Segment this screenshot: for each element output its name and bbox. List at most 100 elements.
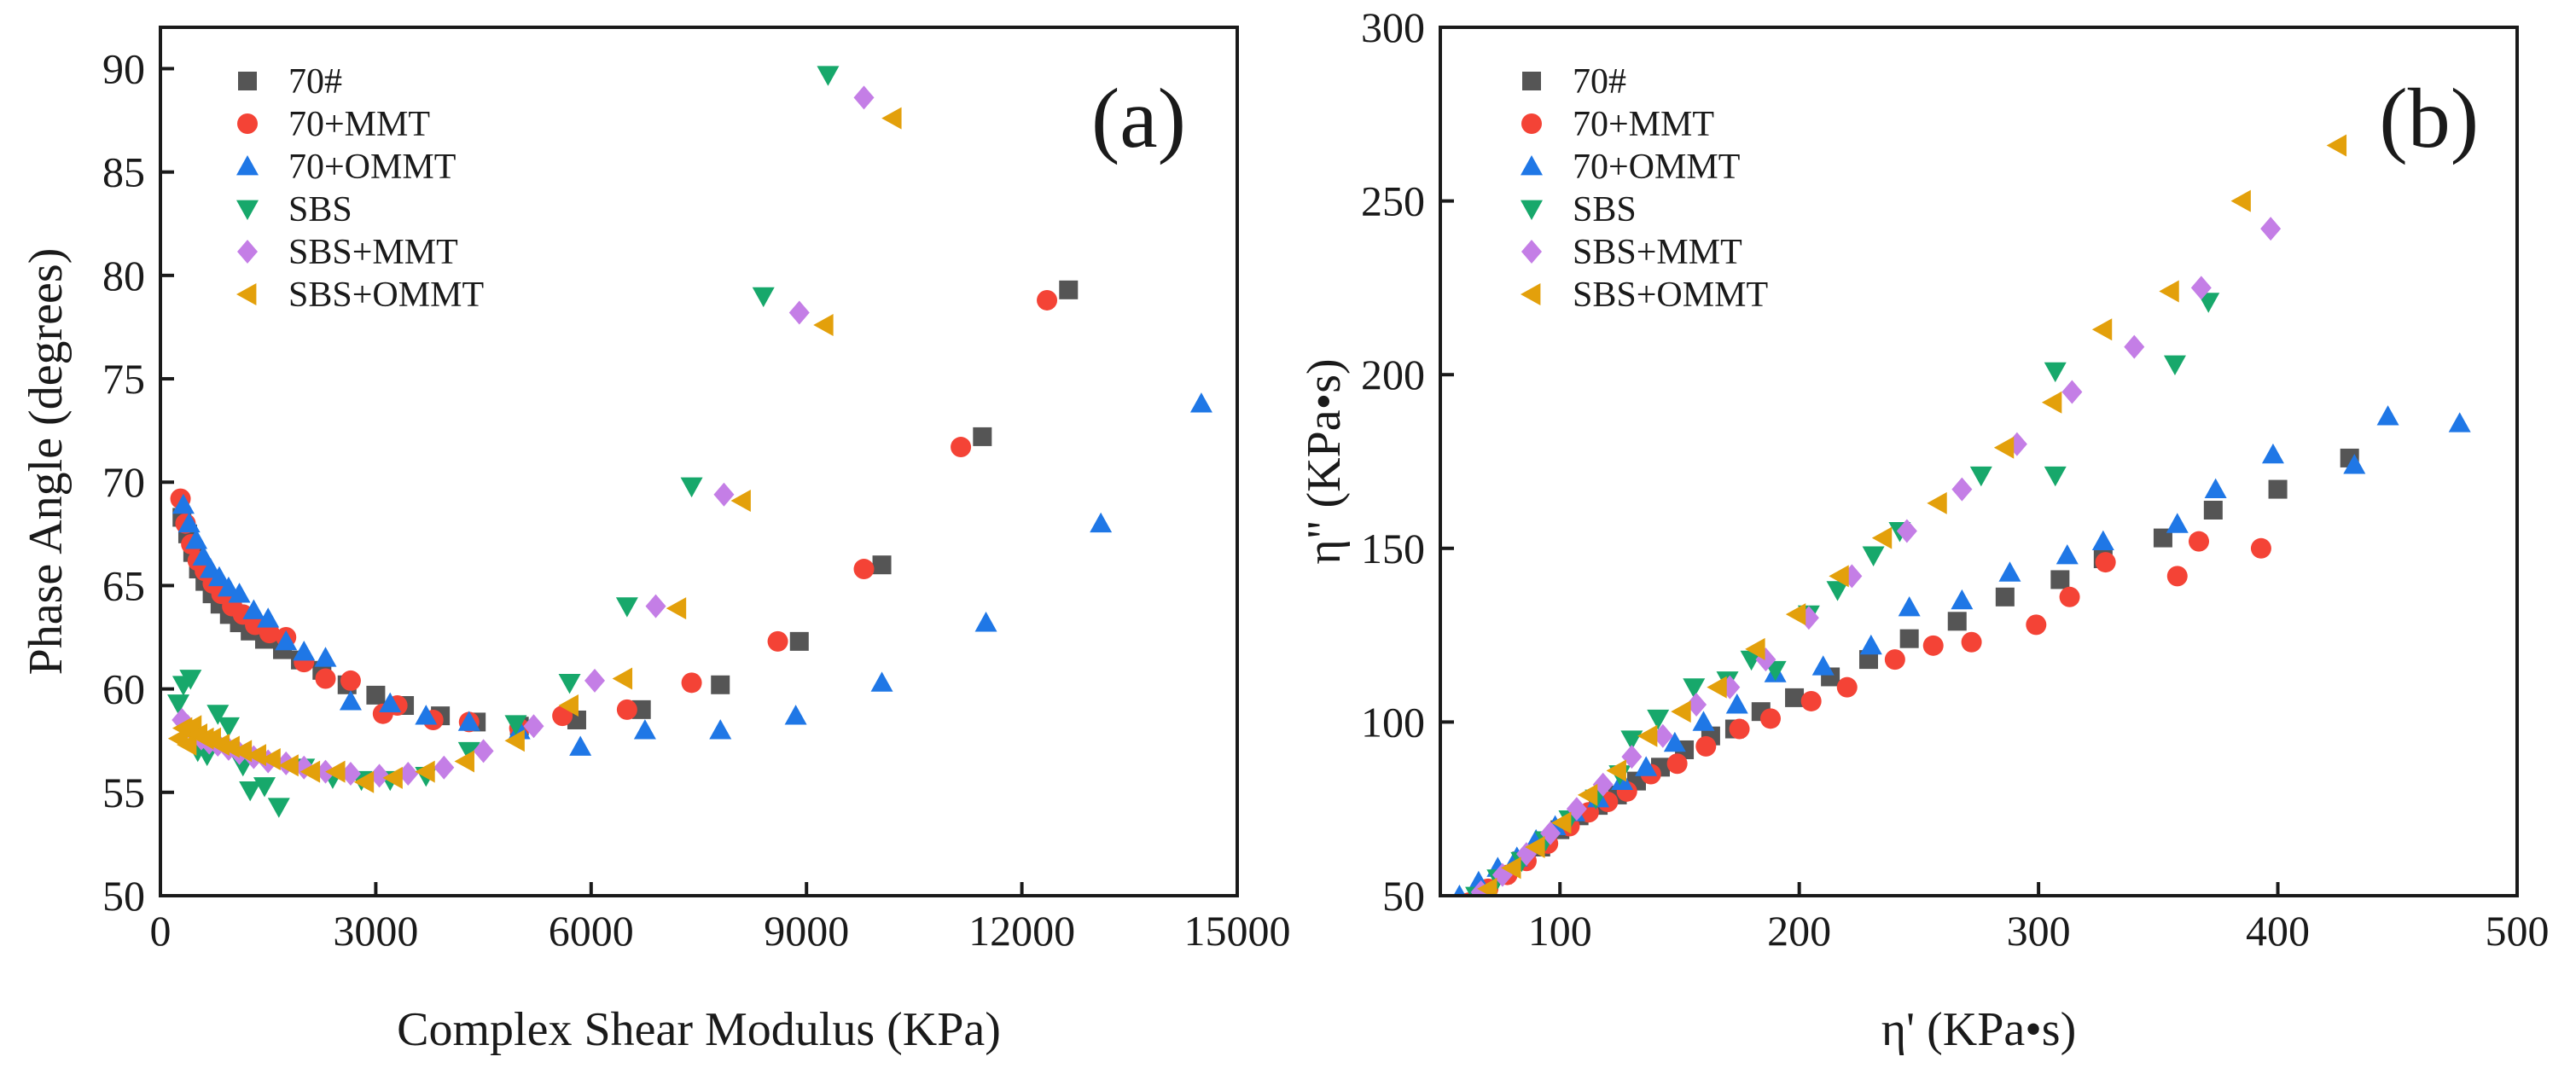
data-point-70-ommt (2204, 478, 2227, 498)
data-point-sbs-ommt (2326, 134, 2347, 157)
legend-label: SBS (1573, 190, 1637, 229)
y-tick-label: 50 (1382, 872, 1425, 920)
data-point-sbs-ommt (881, 107, 902, 130)
data-point-sbs (179, 670, 202, 690)
data-point-70-mmt (2250, 537, 2271, 559)
panel-b-x-axis-title: η' (KPa•s) (1881, 1003, 2077, 1056)
data-point-sbs (558, 673, 581, 694)
data-point-70-ommt (217, 576, 240, 597)
data-point-70-ommt (177, 512, 201, 533)
panel-a-frame (159, 26, 1239, 897)
data-point-70 (789, 631, 809, 651)
data-point-sbs-mmt (340, 761, 361, 786)
data-point-70-mmt (1666, 753, 1688, 775)
data-point-sbs-ommt (1525, 835, 1545, 858)
data-point-70-ommt (709, 719, 732, 740)
legend-label: SBS+MMT (288, 233, 458, 272)
data-point-70-ommt (2261, 443, 2284, 464)
panel-b-ticks: 100 200 300 400 500 50 100 150 200 250 300 (1361, 3, 2550, 955)
data-point-70 (2203, 501, 2223, 520)
legend-marker (236, 200, 259, 220)
y-tick-label: 70 (102, 458, 145, 506)
data-point-sbs-ommt (299, 760, 321, 783)
data-point-sbs-ommt (1745, 637, 1765, 660)
data-point-70-ommt (314, 647, 337, 667)
data-point-sbs-ommt (1671, 700, 1691, 723)
chart-panel-b: 100 200 300 400 500 50 100 150 200 250 300 (b) η' … (1298, 3, 2550, 1056)
data-point-sbs-ommt (325, 760, 346, 783)
x-tick-label: 200 (1767, 907, 1831, 955)
data-point-70-ommt (293, 640, 316, 661)
legend-marker (1521, 200, 1543, 220)
data-point-70-ommt (1811, 655, 1835, 676)
data-point-70-mmt (2095, 552, 2116, 573)
data-point-sbs-ommt (1577, 783, 1598, 806)
data-point-70 (1858, 650, 1878, 670)
y-tick-label: 50 (102, 872, 145, 920)
data-point-70-ommt (870, 671, 893, 692)
data-point-sbs (1969, 466, 1992, 487)
data-point-70-ommt (1692, 711, 1715, 731)
data-point-sbs-mmt (369, 763, 390, 788)
panel-b-y-axis-title: η" (KPa•s) (1298, 358, 1351, 564)
data-point-sbs-mmt (1896, 519, 1917, 543)
data-point-70-ommt (1725, 694, 1748, 714)
y-tick-label: 85 (102, 148, 145, 196)
data-point-sbs (267, 798, 290, 818)
data-point-sbs (1647, 709, 1670, 730)
panel-b-frame (1439, 26, 2519, 897)
data-point-70-ommt (185, 529, 208, 549)
data-point-sbs (1620, 730, 1643, 751)
data-point-70 (2050, 570, 2070, 589)
data-point-70-ommt (457, 711, 480, 731)
data-point-sbs-mmt (788, 300, 810, 325)
data-point-sbs (752, 287, 775, 308)
data-point-70 (1995, 587, 2015, 607)
data-point-70-mmt (1884, 649, 1905, 671)
data-point-70-mmt (2189, 531, 2210, 552)
data-point-sbs-ommt (730, 490, 751, 513)
x-tick-label: 300 (2007, 907, 2071, 955)
data-point-70 (1947, 612, 1967, 631)
data-point-sbs-mmt (584, 668, 606, 693)
legend-marker (236, 283, 257, 305)
data-point-sbs-mmt (2061, 380, 2083, 404)
data-point-70-ommt (192, 545, 215, 566)
x-tick-label: 6000 (549, 907, 634, 955)
data-point-sbs-mmt (398, 761, 419, 786)
legend-label: 70+OMMT (288, 148, 456, 187)
data-point-70-mmt (1695, 735, 1717, 757)
data-point-70 (631, 700, 651, 719)
legend-label: SBS+OMMT (288, 276, 484, 315)
data-point-sbs-ommt (504, 729, 525, 752)
data-point-70-ommt (242, 599, 265, 619)
data-point-sbs (817, 66, 840, 86)
data-point-70-ommt (257, 607, 280, 628)
data-point-70-ommt (1898, 596, 1921, 617)
legend-label: 70# (288, 62, 342, 102)
chart-panel-a: 0 3000 6000 9000 12000 15000 50 55 60 65 70 75 80 85 9… (20, 26, 1291, 1056)
data-point-70-ommt (1951, 589, 1974, 610)
data-point-sbs-ommt (1501, 856, 1521, 880)
data-point-sbs (1826, 581, 1849, 601)
data-point-70-mmt (853, 559, 875, 580)
y-tick-label: 300 (1361, 3, 1425, 51)
data-point-70-ommt (228, 583, 251, 603)
data-point-sbs-ommt (813, 314, 834, 337)
x-tick-label: 400 (2246, 907, 2310, 955)
data-point-sbs-ommt (1637, 724, 1658, 747)
legend-marker (1522, 72, 1541, 90)
data-point-70-ommt (1663, 731, 1686, 752)
data-point-70-mmt (1922, 635, 1944, 656)
y-tick-label: 65 (102, 561, 145, 609)
x-tick-label: 0 (150, 907, 172, 955)
y-tick-label: 150 (1361, 525, 1425, 572)
panel-a-points (167, 66, 1212, 818)
data-point-sbs (2044, 362, 2067, 383)
data-point-70-mmt (681, 672, 702, 694)
data-point-70-mmt (259, 623, 280, 644)
data-point-sbs-ommt (260, 748, 281, 771)
data-point-sbs-mmt (2124, 334, 2145, 359)
data-point-70-mmt (1836, 676, 1858, 698)
